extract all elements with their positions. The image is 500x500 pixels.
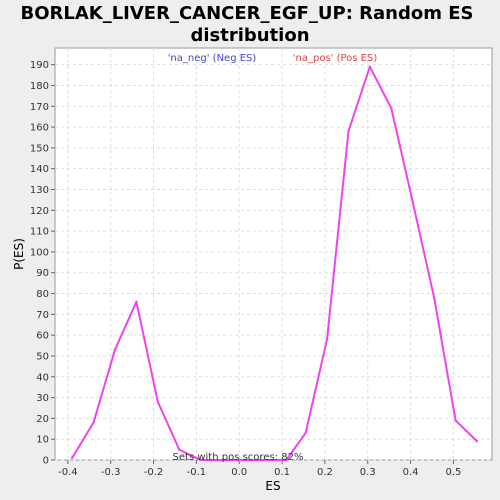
legend-pos-es: 'na_pos' (Pos ES): [293, 53, 378, 64]
y-tick-label: 190: [30, 60, 49, 71]
x-tick-label: 0.1: [274, 467, 290, 478]
data-point: [135, 300, 138, 304]
y-tick-label: 160: [30, 123, 49, 134]
data-point: [304, 431, 307, 435]
x-tick-label: -0.3: [101, 467, 121, 478]
data-point: [325, 338, 329, 341]
data-point: [475, 440, 479, 443]
data-point: [263, 458, 267, 462]
y-tick-label: 120: [30, 206, 49, 217]
y-tick-label: 170: [30, 102, 49, 113]
y-tick-label: 150: [30, 143, 49, 154]
chart-title-line-1: BORLAK_LIVER_CANCER_EGF_UP: Random ES: [20, 3, 473, 24]
pos-scores-annotation: Sets with pos scores: 82%: [173, 452, 304, 463]
data-point: [411, 200, 414, 204]
y-tick-label: 180: [30, 81, 49, 92]
axes: 0 10 20 30 40 50 60 70 80 90 100 110 120 130 140 150 160…: [30, 60, 461, 478]
y-tick-label: 40: [36, 372, 49, 383]
y-tick-label: 140: [30, 164, 49, 175]
y-tick-label: 60: [36, 331, 49, 342]
y-tick-label: 30: [36, 393, 49, 404]
y-tick-label: 80: [36, 289, 49, 300]
data-point: [199, 458, 202, 462]
y-tick-label: 100: [30, 247, 49, 258]
chart-title-line-2: distribution: [190, 25, 309, 46]
x-tick-label: -0.4: [58, 467, 78, 478]
data-point: [242, 458, 245, 462]
x-tick-label: 0.4: [403, 467, 419, 478]
y-tick-label: 20: [36, 414, 49, 425]
x-axis-label: ES: [265, 479, 280, 493]
data-point: [432, 296, 436, 299]
y-tick-label: 70: [36, 310, 49, 321]
data-point: [156, 400, 160, 403]
data-point: [368, 65, 372, 68]
y-tick-label: 110: [30, 227, 49, 238]
x-tick-label: 0.5: [445, 467, 461, 478]
y-tick-label: 10: [36, 435, 49, 446]
y-tick-label: 130: [30, 185, 49, 196]
data-point: [92, 421, 95, 424]
x-tick-label: -0.2: [144, 467, 164, 478]
data-point: [178, 448, 181, 451]
grid-lines: [55, 48, 492, 461]
series-line: [71, 65, 478, 461]
x-tick-label: 0.2: [317, 467, 333, 478]
data-point: [285, 458, 288, 462]
data-point: [390, 107, 393, 110]
y-tick-label: 90: [36, 268, 49, 279]
series-layer: [70, 65, 479, 462]
plot-area: [54, 47, 493, 461]
x-tick-label: 0.3: [360, 467, 376, 478]
data-point: [70, 456, 74, 460]
x-tick-label: 0.0: [231, 467, 247, 478]
y-tick-label: 50: [36, 351, 49, 362]
data-point: [220, 458, 224, 462]
data-point: [347, 130, 350, 133]
legend-neg-es: 'na_neg' (Neg ES): [168, 53, 257, 64]
data-point: [113, 348, 117, 351]
y-tick-label: 0: [43, 456, 49, 467]
x-tick-label: -0.1: [187, 467, 207, 478]
data-point: [454, 419, 457, 422]
y-axis-label: P(ES): [12, 238, 26, 270]
